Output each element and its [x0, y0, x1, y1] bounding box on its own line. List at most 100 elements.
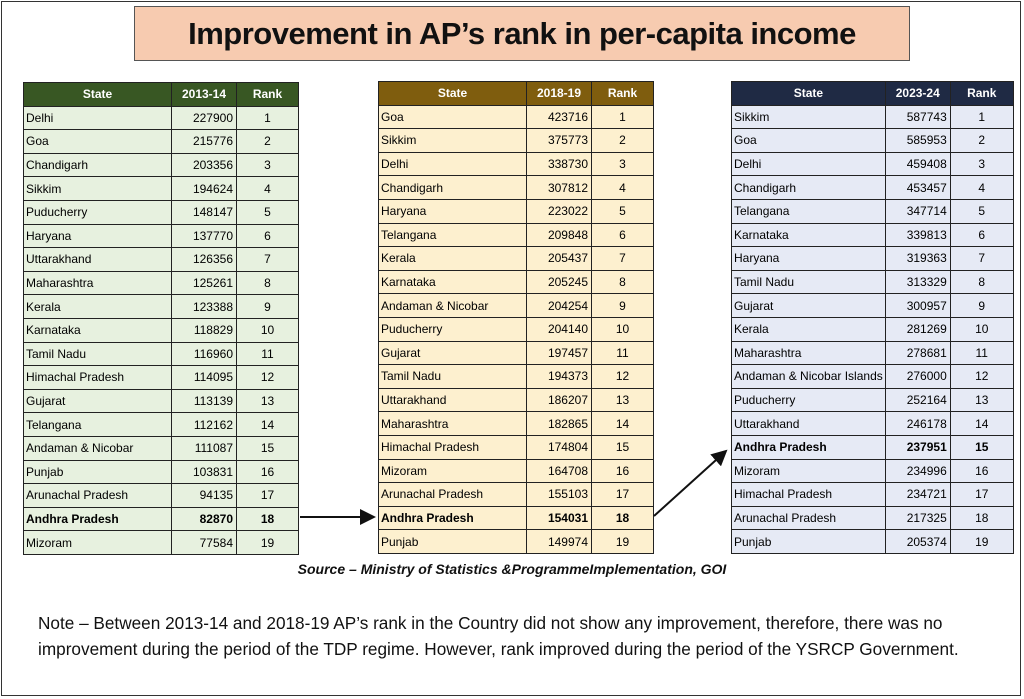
header-year: 2013-14: [171, 82, 237, 107]
value-cell: 174804: [526, 434, 592, 460]
rank-cell: 5: [236, 199, 299, 225]
table-row: Uttarakhand 186207 13: [378, 387, 654, 413]
value-cell: 252164: [884, 387, 951, 413]
income-table-2018-19: State 2018-19 Rank Goa 423716 1 Sikkim 37577…: [378, 81, 654, 554]
rank-cell: 14: [949, 411, 1014, 436]
value-cell: 217325: [884, 505, 951, 531]
state-cell: Sikkim: [378, 128, 527, 153]
state-cell: Himachal Pradesh: [378, 434, 527, 460]
value-cell: 234996: [884, 458, 951, 484]
rank-cell: 15: [236, 435, 299, 461]
value-cell: 112162: [171, 412, 237, 437]
rank-cell: 2: [949, 128, 1014, 153]
state-cell: Andhra Pradesh: [378, 505, 527, 531]
table-header-row: State 2018-19 Rank: [378, 81, 654, 106]
income-table-2023-24: State 2023-24 Rank Sikkim 587743 1 Goa 58595…: [731, 81, 1014, 554]
state-cell: Sikkim: [23, 176, 172, 201]
table-row: Kerala 205437 7: [378, 246, 654, 271]
page-title: Improvement in AP’s rank in per-capita i…: [134, 6, 910, 61]
rank-cell: 11: [591, 340, 654, 366]
table-row: Andaman & Nicobar 204254 9: [378, 293, 654, 318]
value-cell: 205245: [526, 269, 592, 295]
rank-cell: 5: [591, 198, 654, 224]
value-cell: 197457: [526, 340, 592, 366]
table-row: Goa 423716 1: [378, 104, 654, 130]
header-state: State: [731, 81, 886, 106]
value-cell: 114095: [171, 365, 237, 390]
value-cell: 205437: [526, 246, 592, 271]
table-row: Andhra Pradesh 237951 15: [731, 434, 1014, 460]
table-row: Himachal Pradesh 174804 15: [378, 434, 654, 460]
rank-cell: 9: [949, 293, 1014, 318]
table-row: Arunachal Pradesh 155103 17: [378, 482, 654, 507]
rank-cell: 2: [236, 129, 299, 154]
state-cell: Telangana: [378, 222, 527, 248]
value-cell: 347714: [884, 198, 951, 224]
rank-cell: 1: [949, 104, 1014, 130]
rank-cell: 17: [591, 482, 654, 507]
value-cell: 164708: [526, 458, 592, 484]
rank-cell: 12: [591, 364, 654, 389]
state-cell: Arunachal Pradesh: [378, 482, 527, 507]
state-cell: Goa: [378, 104, 527, 130]
rank-cell: 13: [236, 388, 299, 414]
rank-cell: 7: [949, 246, 1014, 271]
table-row: Arunachal Pradesh 217325 18: [731, 505, 1014, 531]
table-row: Mizoram 77584 19: [23, 530, 299, 555]
table-row: Tamil Nadu 313329 8: [731, 269, 1014, 295]
table-row: Telangana 112162 14: [23, 412, 299, 437]
table-row: Haryana 137770 6: [23, 223, 299, 249]
rank-cell: 10: [591, 316, 654, 342]
state-cell: Telangana: [23, 412, 172, 437]
rank-cell: 12: [236, 365, 299, 390]
table-row: Punjab 205374 19: [731, 529, 1014, 554]
state-cell: Karnataka: [378, 269, 527, 295]
state-cell: Arunachal Pradesh: [731, 505, 886, 531]
rank-cell: 14: [236, 412, 299, 437]
value-cell: 234721: [884, 482, 951, 507]
value-cell: 227900: [171, 105, 237, 131]
value-cell: 82870: [171, 506, 237, 532]
state-cell: Mizoram: [378, 458, 527, 484]
rank-cell: 3: [236, 152, 299, 178]
table-row: Karnataka 205245 8: [378, 269, 654, 295]
rank-cell: 9: [236, 294, 299, 319]
header-year: 2023-24: [884, 81, 951, 106]
rank-cell: 19: [236, 530, 299, 555]
rank-cell: 2: [591, 128, 654, 153]
state-cell: Andhra Pradesh: [23, 506, 172, 532]
value-cell: 276000: [884, 364, 951, 389]
value-cell: 194624: [171, 176, 237, 201]
state-cell: Mizoram: [731, 458, 886, 484]
value-cell: 278681: [884, 340, 951, 366]
rank-cell: 19: [591, 529, 654, 554]
state-cell: Punjab: [731, 529, 886, 554]
rank-cell: 18: [236, 506, 299, 532]
table-row: Kerala 281269 10: [731, 316, 1014, 342]
table-row: Mizoram 234996 16: [731, 458, 1014, 484]
rank-cell: 15: [949, 434, 1014, 460]
value-cell: 215776: [171, 129, 237, 154]
header-state: State: [23, 82, 172, 107]
state-cell: Puducherry: [23, 199, 172, 225]
value-cell: 205374: [884, 529, 951, 554]
value-cell: 154031: [526, 505, 592, 531]
rank-cell: 4: [591, 175, 654, 200]
table-row: Maharashtra 182865 14: [378, 411, 654, 436]
table-row: Sikkim 375773 2: [378, 128, 654, 153]
table-row: Uttarakhand 126356 7: [23, 247, 299, 272]
value-cell: 77584: [171, 530, 237, 555]
table-row: Karnataka 339813 6: [731, 222, 1014, 248]
rank-cell: 14: [591, 411, 654, 436]
rank-cell: 15: [591, 434, 654, 460]
value-cell: 246178: [884, 411, 951, 436]
value-cell: 182865: [526, 411, 592, 436]
state-cell: Andaman & Nicobar Islands: [731, 364, 886, 389]
state-cell: Delhi: [731, 151, 886, 177]
state-cell: Puducherry: [731, 387, 886, 413]
value-cell: 126356: [171, 247, 237, 272]
rank-cell: 8: [236, 270, 299, 296]
table-row: Tamil Nadu 194373 12: [378, 364, 654, 389]
rank-cell: 17: [949, 482, 1014, 507]
